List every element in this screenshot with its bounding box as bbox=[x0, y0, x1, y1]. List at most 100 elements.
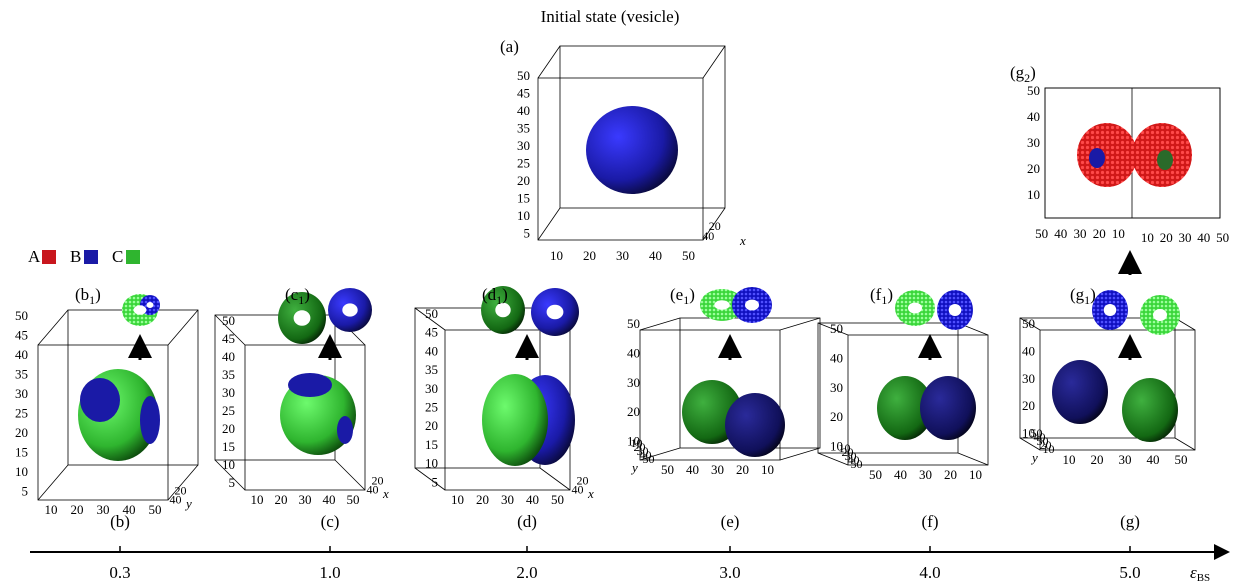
panel-label: (d) bbox=[517, 512, 537, 531]
box-edge bbox=[957, 452, 989, 466]
z-tick-label: 20 bbox=[517, 173, 530, 188]
box-edge bbox=[1019, 437, 1041, 451]
z-tick-label: 20 bbox=[222, 421, 235, 436]
x-tick-label: 20 bbox=[944, 467, 957, 482]
z-tick-label: 30 bbox=[1027, 135, 1040, 150]
z-tick-label: 40 bbox=[1022, 343, 1035, 358]
z-tick-label: 40 bbox=[830, 350, 843, 365]
inset-label-close: ) bbox=[304, 285, 310, 304]
inset-hole bbox=[146, 302, 154, 308]
inset-label-sub: 1 bbox=[298, 293, 304, 307]
blob bbox=[1089, 148, 1105, 168]
axis-label-main: ε bbox=[1190, 563, 1197, 582]
z-tick-label: 45 bbox=[222, 331, 235, 346]
depth-tick-label: 20 bbox=[1040, 438, 1052, 452]
depth-tick-label: 20 bbox=[175, 484, 187, 498]
blob bbox=[920, 376, 976, 440]
x-tick-label: 50 bbox=[149, 502, 162, 517]
z-tick-label: 45 bbox=[425, 325, 438, 340]
depth-label: y bbox=[630, 460, 638, 475]
z-tick-label: 50 bbox=[222, 313, 235, 328]
z-tick-label: 15 bbox=[222, 439, 235, 454]
x-tick-label: 20 bbox=[1093, 226, 1106, 241]
box-edge bbox=[37, 309, 69, 346]
z-tick-label: 20 bbox=[1022, 398, 1035, 413]
inset-hole bbox=[293, 310, 311, 326]
box-front bbox=[639, 329, 781, 461]
x-tick-label: 10 bbox=[1063, 452, 1076, 467]
depth-tick-label: 10 bbox=[839, 441, 851, 455]
axis-tick-label: 3.0 bbox=[719, 563, 740, 582]
box-front bbox=[1039, 329, 1196, 451]
box-edge bbox=[414, 467, 446, 491]
inset-label-main: (g bbox=[1070, 285, 1085, 304]
depth-tick-label: 50 bbox=[1031, 426, 1043, 440]
box-edge bbox=[537, 45, 561, 79]
box-edge bbox=[779, 447, 821, 461]
z-tick-label: 10 bbox=[627, 434, 640, 449]
box-edge bbox=[779, 317, 821, 331]
inset-label-sub: 1 bbox=[1084, 293, 1090, 307]
axis-tick-label: 4.0 bbox=[919, 563, 940, 582]
depth-tick-label: 50 bbox=[851, 457, 863, 471]
box-front bbox=[37, 344, 169, 501]
x-tick-label: 50 bbox=[869, 467, 882, 482]
z-tick-label: 25 bbox=[425, 400, 438, 415]
axis-tick-label: 5.0 bbox=[1119, 563, 1140, 582]
x-tick-label: 40 bbox=[1054, 226, 1067, 241]
legend-label: B bbox=[70, 247, 81, 266]
x-tick-label: 30 bbox=[919, 467, 932, 482]
z-tick-label: 30 bbox=[517, 138, 530, 153]
box-back bbox=[1044, 87, 1221, 219]
x-tick-label: 30 bbox=[616, 248, 629, 263]
axis-label-sub: BS bbox=[1197, 572, 1210, 582]
x-tick-label: 30 bbox=[1179, 230, 1192, 245]
x-tick-label: 50 bbox=[347, 492, 360, 507]
z-tick-label: 30 bbox=[1022, 371, 1035, 386]
inset-label-sub: 1 bbox=[496, 293, 502, 307]
inset-label-main: (f bbox=[870, 285, 882, 304]
depth-tick-label: 30 bbox=[845, 449, 857, 463]
x-tick-label: 30 bbox=[711, 462, 724, 477]
inset-hole bbox=[342, 303, 358, 317]
box-edge bbox=[817, 322, 849, 336]
inset-label-close: ) bbox=[502, 285, 508, 304]
depth-label: x bbox=[587, 486, 594, 501]
legend-swatch bbox=[42, 250, 56, 264]
depth-label: x bbox=[382, 486, 389, 501]
x-tick-label: 10 bbox=[969, 467, 982, 482]
x-tick-label: 20 bbox=[71, 502, 84, 517]
inset-label: (f1) bbox=[870, 285, 893, 307]
z-tick-label: 50 bbox=[425, 306, 438, 321]
z-tick-label: 10 bbox=[1027, 187, 1040, 202]
inset-label: (d1) bbox=[482, 285, 508, 307]
x-tick-label: 10 bbox=[451, 492, 464, 507]
depth-tick-label: 10 bbox=[631, 436, 643, 450]
box-edge bbox=[414, 307, 446, 331]
depth-tick-label: 40 bbox=[702, 229, 714, 243]
z-tick-label: 30 bbox=[425, 381, 438, 396]
x-tick-label: 40 bbox=[649, 248, 662, 263]
depth-label: x bbox=[739, 233, 746, 248]
axis-tick-label: 2.0 bbox=[516, 563, 537, 582]
depth-tick-label: 20 bbox=[372, 474, 384, 488]
z-tick-label: 10 bbox=[222, 457, 235, 472]
x-tick-label: 20 bbox=[476, 492, 489, 507]
box-edge bbox=[214, 459, 246, 491]
inset-label-close: ) bbox=[1090, 285, 1096, 304]
inset-label-close: ) bbox=[887, 285, 893, 304]
inset-label-sub: 1 bbox=[881, 293, 887, 307]
inset-label-sub: 1 bbox=[683, 293, 689, 307]
x-tick-label: 30 bbox=[1119, 452, 1132, 467]
panel-label: (e) bbox=[721, 512, 740, 531]
x-tick-label: 30 bbox=[501, 492, 514, 507]
x-tick-label: 40 bbox=[686, 462, 699, 477]
x-tick-label: 50 bbox=[551, 492, 564, 507]
inset-label-sub: 2 bbox=[1024, 71, 1030, 85]
inset-label-sub: 1 bbox=[89, 293, 95, 307]
z-tick-label: 50 bbox=[1022, 316, 1035, 331]
blob bbox=[140, 396, 160, 444]
inset-hole bbox=[948, 304, 962, 316]
depth-tick-label: 30 bbox=[1037, 434, 1049, 448]
box-edge bbox=[702, 45, 726, 79]
